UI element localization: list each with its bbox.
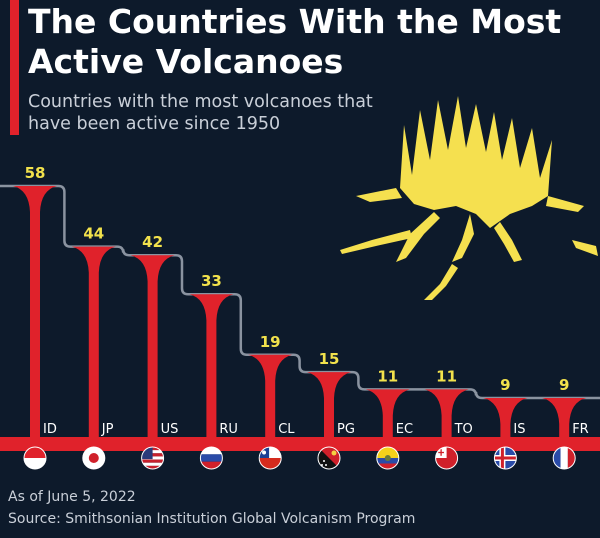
- bar-EC: [365, 389, 410, 437]
- bar-CL: [248, 354, 293, 437]
- value-label: 11: [436, 367, 457, 385]
- footnote-source: Source: Smithsonian Institution Global V…: [8, 511, 416, 527]
- category-label: TO: [454, 422, 473, 437]
- category-label: RU: [219, 422, 238, 437]
- bar-FR: [542, 398, 587, 437]
- flag-ecuador-icon: [376, 446, 400, 470]
- value-label: 11: [377, 367, 398, 385]
- category-label: PG: [337, 422, 355, 437]
- footnote-date: As of June 5, 2022: [8, 489, 136, 505]
- bar-PG: [307, 372, 351, 437]
- step-line: [0, 184, 600, 400]
- category-label: CL: [278, 422, 295, 437]
- value-label: 42: [142, 233, 163, 251]
- chart-subtitle: Countries with the most volcanoes that h…: [28, 92, 373, 134]
- category-label: US: [161, 422, 179, 437]
- category-label: EC: [396, 422, 413, 437]
- flag-iceland-icon: [493, 446, 517, 470]
- bar-IS: [483, 398, 528, 437]
- value-label: 15: [319, 350, 340, 368]
- flag-russia-icon: [199, 446, 223, 470]
- value-label: 9: [559, 376, 569, 394]
- flag-usa-icon: [141, 446, 165, 470]
- flag-chile-icon: [258, 446, 282, 470]
- flag-tonga-icon: [435, 446, 459, 470]
- bar-TO: [424, 389, 469, 437]
- category-label: ID: [43, 422, 57, 437]
- value-label: 44: [83, 225, 104, 243]
- category-label: JP: [101, 422, 114, 437]
- volcano-eruption-icon: [340, 96, 598, 300]
- bar-US: [130, 255, 175, 437]
- volcano-chart: 58 ID 44 JP 42 US 33 RU 19 CL 15 PG 11 EC 11 TO 9 IS 9 FR: [0, 96, 600, 470]
- chart-title: The Countries With the Most Active Volca…: [28, 2, 562, 81]
- value-label: 58: [25, 164, 46, 182]
- value-label: 33: [201, 272, 222, 290]
- category-label: IS: [513, 422, 525, 437]
- flag-papua-new-guinea-icon: [317, 446, 341, 470]
- category-label: FR: [572, 422, 589, 437]
- value-label: 19: [260, 333, 281, 351]
- flag-france-icon: [552, 446, 576, 470]
- value-label: 9: [500, 376, 510, 394]
- flag-japan-icon: [82, 446, 106, 470]
- accent-bar: [10, 0, 19, 135]
- bar-JP: [71, 246, 116, 437]
- flag-indonesia-icon: [23, 446, 47, 470]
- bar-RU: [189, 294, 234, 437]
- bar-ID: [13, 186, 57, 437]
